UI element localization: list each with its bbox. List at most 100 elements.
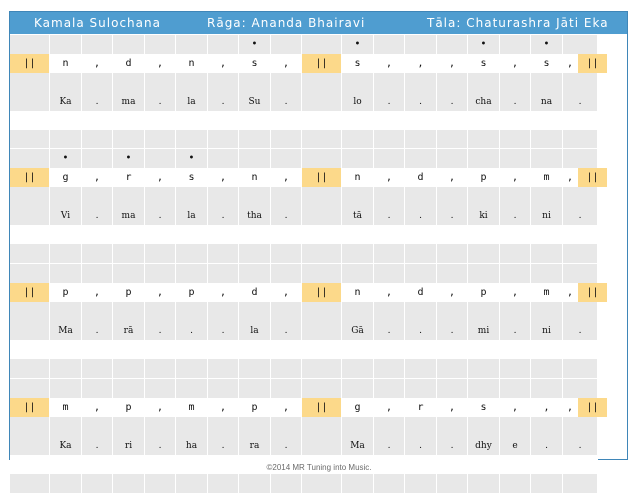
spacer-cell [239, 130, 271, 149]
sahitya-cell: rā [113, 321, 145, 340]
spacer-cell [239, 340, 271, 359]
spacer-cell [563, 73, 598, 92]
spacer-cell [208, 417, 239, 436]
spacer-cell [271, 474, 302, 493]
spacer-cell [374, 455, 405, 474]
swara-cell: m [176, 398, 208, 417]
swara-cell: n [342, 168, 374, 187]
octave-dot [500, 35, 531, 54]
sahitya-cell: . [271, 92, 302, 111]
swara-value: , [566, 172, 574, 183]
spacer-row [10, 130, 627, 149]
octave-dot [271, 149, 302, 168]
spacer-cell [405, 455, 437, 474]
spacer-cell [176, 225, 208, 244]
sahitya-cell: ra [239, 436, 271, 455]
spacer-cell [10, 474, 50, 493]
spacer-cell [239, 455, 271, 474]
spacer-cell [342, 474, 374, 493]
octave-dot [239, 264, 271, 283]
sahitya-cell: cha [468, 92, 500, 111]
notation-sheet: Kamala Sulochana Rāga: Ananda Bhairavi T… [9, 11, 628, 493]
spacer-cell [10, 187, 50, 206]
octave-dot [342, 149, 374, 168]
composition-title: Kamala Sulochana [34, 16, 161, 30]
title-bar: Kamala Sulochana Rāga: Ananda Bhairavi T… [10, 12, 627, 34]
octave-dot [531, 264, 563, 283]
spacer-cell [563, 244, 598, 263]
sahitya-cell: lo [342, 92, 374, 111]
spacer-cell [113, 359, 145, 378]
octave-dot [208, 149, 239, 168]
swara-cell: , [208, 398, 239, 417]
swara-cell: , [82, 54, 113, 73]
spacer-cell [374, 187, 405, 206]
spacer-cell [113, 455, 145, 474]
sahitya-cell: . [405, 92, 437, 111]
swara-cell: d [405, 283, 437, 302]
spacer-row [10, 225, 627, 244]
spacer-row [10, 244, 627, 263]
octave-dot [10, 35, 50, 54]
spacer-cell [374, 417, 405, 436]
octave-dot [302, 35, 342, 54]
spacer-cell [405, 244, 437, 263]
sahitya-cell: . [271, 436, 302, 455]
spacer-cell [82, 455, 113, 474]
spacer-cell [531, 244, 563, 263]
spacer-cell [500, 417, 531, 436]
spacer-cell [468, 111, 500, 130]
spacer-cell [563, 340, 598, 359]
spacer-cell [302, 225, 342, 244]
swara-value: , [566, 287, 574, 298]
spacer-cell [50, 187, 82, 206]
swara-cell: , [500, 398, 531, 417]
sahitya-cell: ni [531, 321, 563, 340]
sahitya-cell: ha [176, 436, 208, 455]
sahitya-cell: dhy [468, 436, 500, 455]
spacer-cell [50, 417, 82, 436]
octave-dot [145, 149, 176, 168]
octave-dot: • [531, 35, 563, 54]
spacer-cell [374, 225, 405, 244]
swara-cell: , [145, 54, 176, 73]
spacer-cell [176, 130, 208, 149]
octave-dot [176, 35, 208, 54]
spacer-cell [10, 340, 50, 359]
sahitya-cell: . [208, 92, 239, 111]
notation-line: || p, p, p, d, || n, d, p, m, || Ma. rā... la. Gā... mi… [10, 263, 627, 378]
sahitya-cell: . [208, 436, 239, 455]
spacer-cell [50, 111, 82, 130]
spacer-cell [500, 111, 531, 130]
spacer-cell [176, 302, 208, 321]
sahitya-cell: . [82, 92, 113, 111]
octave-dot [271, 379, 302, 398]
swara-cell: , [271, 283, 302, 302]
sahitya-cell [10, 436, 50, 455]
octave-dot [271, 264, 302, 283]
sahitya-cell: ri [113, 436, 145, 455]
spacer-cell [271, 225, 302, 244]
swara-cell: , [563, 168, 578, 187]
octave-dot [405, 379, 437, 398]
tala-bar: || [578, 283, 608, 302]
octave-dot [437, 264, 468, 283]
spacer-cell [113, 130, 145, 149]
sahitya-cell [302, 321, 342, 340]
spacer-cell [563, 455, 598, 474]
spacer-cell [208, 225, 239, 244]
tala-bar: || [302, 54, 342, 73]
octave-dot [208, 379, 239, 398]
spacer-cell [531, 455, 563, 474]
sahitya-cell: . [374, 321, 405, 340]
spacer-cell [145, 130, 176, 149]
notation-line: • • • • || n, d, n, s, || s,,, s, s, || Ka. ma. la. Su. lo… [10, 34, 627, 149]
sahitya-cell: tha [239, 206, 271, 225]
swara-cell: , [531, 398, 563, 417]
spacer-cell [302, 130, 342, 149]
swara-cell: , [145, 398, 176, 417]
swara-row: || m, p, m, p, || g, r, s,,, || [10, 398, 627, 417]
swara-cell: m [531, 283, 563, 302]
spacer-cell [208, 111, 239, 130]
spacer-cell [10, 417, 50, 436]
